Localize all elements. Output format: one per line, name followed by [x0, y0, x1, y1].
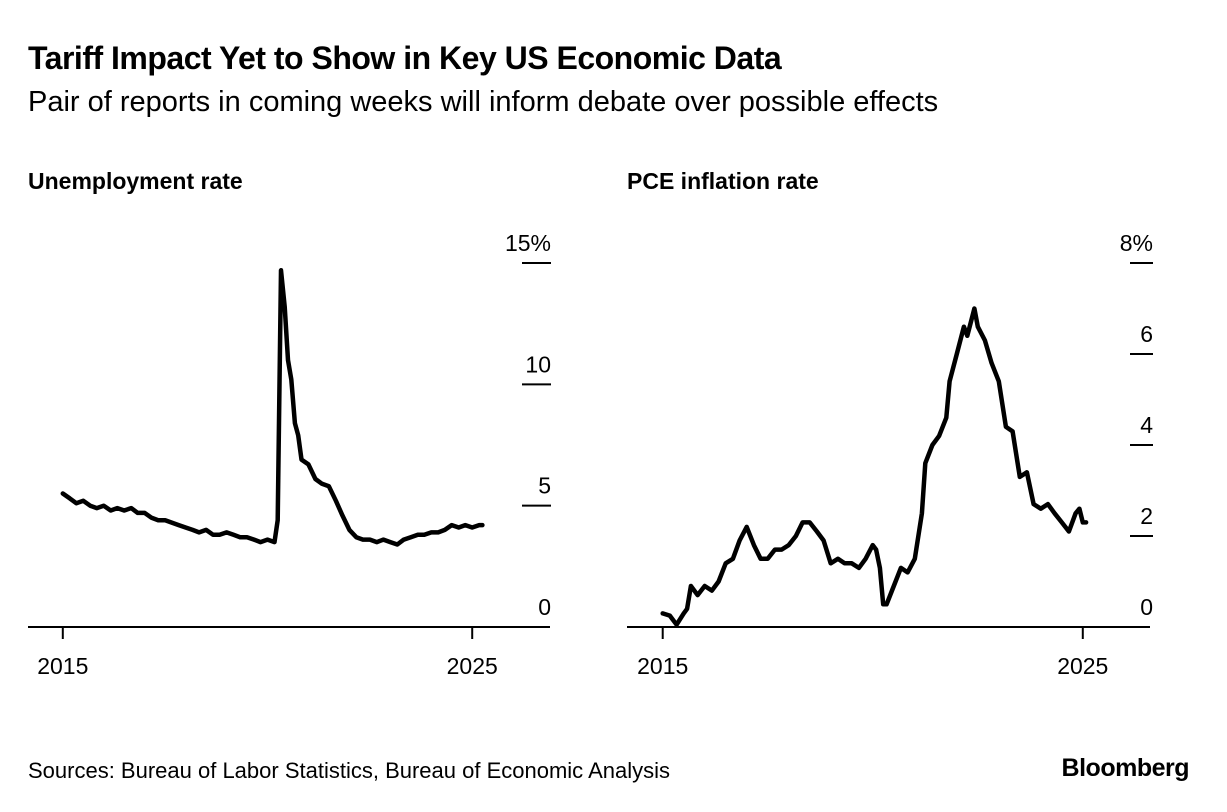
- unemployment-y-tick-label-3: 15%: [505, 230, 551, 256]
- pce-y-tick-label-0: 0: [1140, 594, 1153, 620]
- chart-subtitle: Pair of reports in coming weeks will inf…: [28, 86, 939, 118]
- pce-y-tick-label-2: 4: [1140, 412, 1153, 438]
- source-note: Sources: Bureau of Labor Statistics, Bur…: [28, 758, 670, 783]
- unemployment-y-tick-label-1: 5: [538, 473, 551, 499]
- unemployment-panel-title: Unemployment rate: [28, 168, 243, 194]
- unemployment-y-tick-label-0: 0: [538, 594, 551, 620]
- pce-series-line-0: [660, 306, 1089, 627]
- unemployment-y-tick-label-2: 10: [525, 351, 551, 377]
- bloomberg-logo: Bloomberg: [1061, 754, 1190, 782]
- pce-y-tick-label-1: 2: [1140, 503, 1153, 529]
- pce-x-tick-label-0: 2015: [637, 653, 688, 679]
- chart-title: Tariff Impact Yet to Show in Key US Econ…: [28, 40, 782, 76]
- pce-y-tick-label-3: 6: [1140, 321, 1153, 347]
- pce-panel-title: PCE inflation rate: [627, 168, 819, 194]
- unemployment-series-line-0: [60, 268, 485, 547]
- unemployment-x-tick-label-0: 2015: [37, 653, 88, 679]
- unemployment-x-tick-label-1: 2025: [447, 653, 498, 679]
- pce-x-tick-label-1: 2025: [1057, 653, 1108, 679]
- pce-y-tick-label-4: 8%: [1120, 230, 1153, 256]
